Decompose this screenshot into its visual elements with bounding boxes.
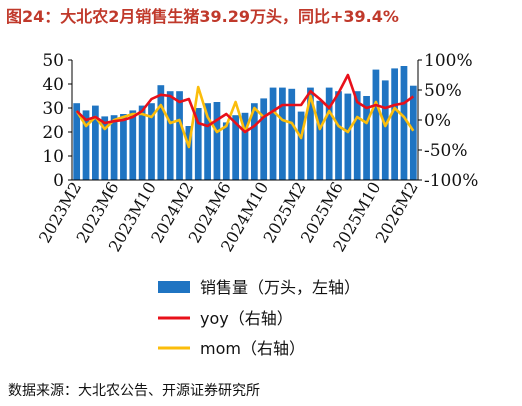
bar [82, 110, 90, 180]
bar [185, 126, 193, 180]
bar [92, 105, 99, 180]
left-tick-label: 20 [42, 123, 64, 143]
line-series [75, 73, 415, 149]
left-tick-label: 10 [42, 147, 64, 167]
bar [250, 103, 258, 180]
bar [288, 88, 296, 180]
bar [400, 66, 408, 180]
right-tick-label: 50% [424, 81, 462, 101]
bar [307, 87, 314, 180]
bar [232, 115, 240, 180]
bar [316, 100, 324, 180]
bar [335, 91, 342, 180]
right-tick-label: -100% [424, 171, 478, 191]
bar [194, 108, 202, 180]
left-tick-label: 30 [42, 99, 64, 119]
bar [73, 103, 81, 180]
legend-label: yoy（右轴） [200, 309, 293, 328]
yoy-line [75, 73, 415, 134]
bar [269, 87, 277, 180]
bar [138, 105, 146, 180]
bar [372, 69, 380, 180]
right-tick-label: 100% [424, 51, 473, 71]
bar [279, 87, 286, 180]
data-source: 数据来源：大北农公告、开源证券研究所 [8, 383, 260, 399]
bar [101, 116, 109, 180]
bar [241, 112, 249, 180]
bar [353, 91, 361, 180]
bar [204, 103, 211, 180]
chart-title: 图24：大北农2月销售生猪39.29万头，同比+39.4% [6, 7, 399, 26]
bar [129, 110, 137, 180]
legend-label: 销售量（万头，左轴） [200, 278, 360, 297]
bar [157, 85, 165, 180]
left-tick-label: 0 [53, 171, 64, 191]
left-tick-label: 50 [42, 51, 64, 71]
bar [166, 91, 174, 180]
bar [260, 98, 268, 180]
bar [120, 114, 127, 180]
bar [297, 111, 305, 180]
legend-label: mom（右轴） [200, 339, 305, 358]
right-tick-label: -50% [424, 141, 468, 161]
bar-series [73, 66, 417, 180]
bar [381, 80, 389, 180]
right-tick-label: 0% [424, 111, 451, 131]
bar [325, 87, 333, 180]
bar [344, 93, 352, 180]
bar [213, 102, 221, 180]
bar [363, 96, 370, 180]
bar [148, 103, 155, 180]
bar [391, 68, 398, 180]
legend: 销售量（万头，左轴） yoy（右轴） mom（右轴） [158, 278, 360, 358]
legend-swatch-bar [158, 281, 190, 293]
left-tick-label: 40 [42, 75, 64, 95]
bar [409, 85, 417, 180]
bar [222, 122, 230, 180]
bar [110, 115, 118, 180]
bar [176, 91, 183, 180]
